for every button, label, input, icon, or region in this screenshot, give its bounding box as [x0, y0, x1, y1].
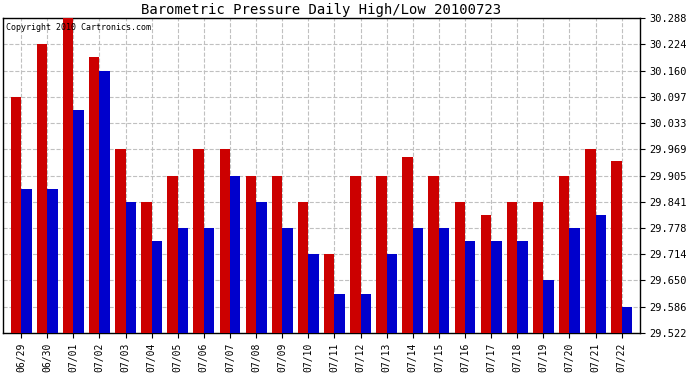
Bar: [219, 149, 230, 333]
Bar: [167, 176, 178, 333]
Bar: [559, 176, 569, 333]
Bar: [246, 176, 256, 333]
Bar: [141, 202, 152, 333]
Bar: [611, 161, 622, 333]
Text: Copyright 2010 Cartronics.com: Copyright 2010 Cartronics.com: [6, 22, 151, 32]
Bar: [413, 228, 423, 333]
Bar: [282, 228, 293, 333]
Bar: [37, 44, 47, 333]
Bar: [298, 202, 308, 333]
Bar: [402, 157, 413, 333]
Bar: [256, 202, 266, 333]
Bar: [324, 254, 335, 333]
Bar: [230, 176, 240, 333]
Bar: [455, 202, 465, 333]
Bar: [73, 110, 83, 333]
Bar: [178, 228, 188, 333]
Bar: [518, 241, 528, 333]
Title: Barometric Pressure Daily High/Low 20100723: Barometric Pressure Daily High/Low 20100…: [141, 3, 502, 17]
Bar: [193, 149, 204, 333]
Bar: [335, 294, 345, 333]
Bar: [308, 254, 319, 333]
Bar: [595, 214, 606, 333]
Bar: [481, 214, 491, 333]
Bar: [507, 202, 518, 333]
Bar: [126, 202, 136, 333]
Bar: [543, 280, 554, 333]
Bar: [428, 176, 439, 333]
Bar: [361, 294, 371, 333]
Bar: [152, 241, 162, 333]
Bar: [272, 176, 282, 333]
Bar: [491, 241, 502, 333]
Bar: [376, 176, 386, 333]
Bar: [622, 307, 632, 333]
Bar: [386, 254, 397, 333]
Bar: [350, 176, 361, 333]
Bar: [63, 18, 73, 333]
Bar: [89, 57, 99, 333]
Bar: [465, 241, 475, 333]
Bar: [204, 228, 215, 333]
Bar: [569, 228, 580, 333]
Bar: [115, 149, 126, 333]
Bar: [10, 96, 21, 333]
Bar: [585, 149, 595, 333]
Bar: [47, 189, 58, 333]
Bar: [99, 70, 110, 333]
Bar: [21, 189, 32, 333]
Bar: [439, 228, 449, 333]
Bar: [533, 202, 543, 333]
